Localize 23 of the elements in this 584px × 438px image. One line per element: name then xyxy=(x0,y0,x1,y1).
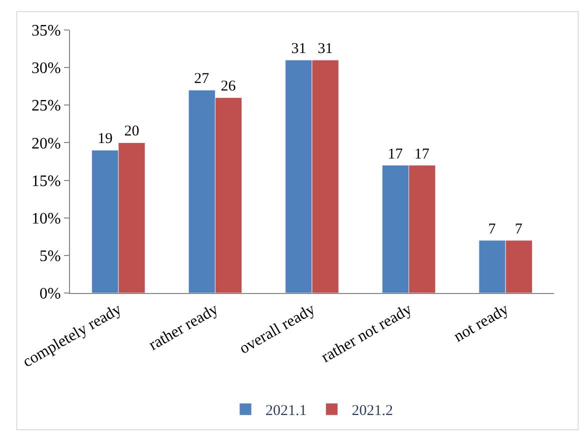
y-tick-label: 25% xyxy=(31,98,61,115)
y-tick-label: 5% xyxy=(39,248,61,266)
x-tick-label: rather not ready xyxy=(318,300,415,366)
y-tick-label: 35% xyxy=(31,22,61,40)
data-label: 20 xyxy=(124,124,140,140)
x-tick-label: not ready xyxy=(451,300,512,346)
legend-label: 2021.2 xyxy=(352,403,393,420)
data-label: 31 xyxy=(318,41,333,58)
y-tick-label: 30% xyxy=(31,60,61,78)
legend-label: 2021.1 xyxy=(266,403,307,420)
data-label: 31 xyxy=(291,41,306,58)
y-tick-label: 0% xyxy=(39,286,61,303)
data-label: 17 xyxy=(414,146,430,162)
data-label: 7 xyxy=(514,221,523,238)
data-label: 17 xyxy=(388,146,404,162)
y-tick-label: 15% xyxy=(31,172,61,190)
data-label: 26 xyxy=(220,78,236,95)
x-tick-label: rather ready xyxy=(146,300,222,354)
data-label: 19 xyxy=(98,131,113,148)
data-label: 27 xyxy=(194,71,210,88)
y-tick-label: 20% xyxy=(31,135,61,152)
data-label: 7 xyxy=(488,221,496,238)
y-tick-label: 10% xyxy=(31,210,61,228)
